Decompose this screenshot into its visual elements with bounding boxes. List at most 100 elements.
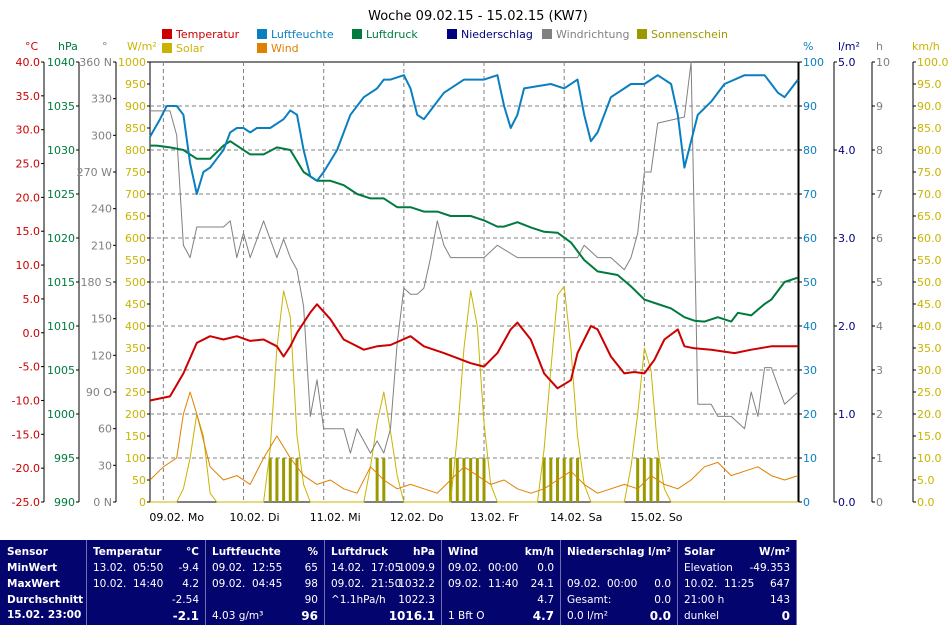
wind-row-0-cell: 09.02. xyxy=(448,562,482,574)
sonnenschein-bar-4 xyxy=(295,458,299,502)
axis-unit-6: h xyxy=(876,40,883,53)
axis-0-tick-1: 35.0 xyxy=(16,90,41,103)
sonnenschein-bar-19 xyxy=(636,458,640,502)
axis-4-tick-8: 20 xyxy=(803,408,817,421)
x-label-5: 14.02. Sa xyxy=(550,511,602,524)
axis-unit-0: °C xyxy=(25,40,39,53)
axis-5-tick-5: 0.0 xyxy=(838,496,856,509)
axis-unit-3: W/m² xyxy=(127,40,157,53)
hum-header-cell: % xyxy=(307,546,318,558)
axis-1-tick-10: 990 xyxy=(54,496,75,509)
legend-swatch-3 xyxy=(447,29,457,39)
axis-6-tick-10: 0 xyxy=(876,496,883,509)
axis-3-tick-14: 300 xyxy=(125,364,146,377)
chart-legend: Temperatur Luftfeuchte Luftdruck Niederschl… xyxy=(162,28,728,55)
sensor-footer: 15.02. 23:00 xyxy=(7,609,82,621)
solar-footer-value: 0 xyxy=(781,609,790,623)
axis-5-tick-3: 2.0 xyxy=(838,320,856,333)
press-row-1-cell: 09.02. xyxy=(331,578,365,590)
wind-footer-value: 4.7 xyxy=(532,609,554,623)
temp-row-0: 13.02. 05:50 -9.4 xyxy=(87,561,205,575)
axis-6-tick-7: 3 xyxy=(876,364,883,377)
axis-0-tick-7: 5.0 xyxy=(23,293,41,306)
legend-label-3: Niederschlag xyxy=(461,28,533,41)
temp-row-1-cell: 4.2 xyxy=(182,578,199,590)
axis-4-tick-5: 50 xyxy=(803,276,817,289)
axis-3-tick-11: 450 xyxy=(125,298,146,311)
press-row-2-cell: 1022.3 xyxy=(398,594,435,606)
axis-2-tick-1: 330 xyxy=(91,93,112,106)
legend-label-2: Luftdruck xyxy=(366,28,418,41)
wind-row-0-cell: 00:00 xyxy=(488,562,519,574)
press-row-0-cell: 1009.9 xyxy=(398,562,435,574)
axis-7-tick-0: 100.0 xyxy=(917,56,949,69)
axis-3-tick-10: 500 xyxy=(125,276,146,289)
axis-1-tick-9: 995 xyxy=(54,452,75,465)
axis-3-tick-8: 600 xyxy=(125,232,146,245)
axis-2-tick-8: 120 xyxy=(91,349,112,362)
axis-6-tick-4: 6 xyxy=(876,232,883,245)
axis-7-tick-20: 0.0 xyxy=(917,496,935,509)
axis-7-tick-9: 55.0 xyxy=(917,254,942,267)
axis-7-tick-19: 5.0 xyxy=(917,474,935,487)
axis-2-tick-0: 360 N xyxy=(79,56,112,69)
stats-rain: Niederschlag l/m² 09.02. 00:00 0.0 Gesamt: 0.0… xyxy=(561,540,678,625)
axis-4-tick-0: 100 xyxy=(803,56,824,69)
axis-3-tick-6: 700 xyxy=(125,188,146,201)
stats-sensor: Sensor MinWert MaxWert Durchschnitt 15.0… xyxy=(0,540,87,625)
axis-7-tick-3: 85.0 xyxy=(917,122,942,135)
rain-row-1-cell: 09.02. xyxy=(567,578,601,590)
axis-0-tick-6: 10.0 xyxy=(16,259,41,272)
sensor-minwert: MinWert xyxy=(7,562,58,574)
legend-swatch-7 xyxy=(257,43,267,53)
axis-6-tick-0: 10 xyxy=(876,56,890,69)
temp-row-0-cell: 05:50 xyxy=(133,562,164,574)
wind-row-1-cell: 24.1 xyxy=(530,578,554,590)
axis-0-tick-11: -15.0 xyxy=(12,428,40,441)
rain-row-2: Gesamt: 0.0 xyxy=(561,593,677,607)
press-row-1-cell: 21:50 xyxy=(371,578,402,590)
axis-3-tick-3: 850 xyxy=(125,122,146,135)
hum-row-1: 09.02. 04:45 98 xyxy=(206,577,324,591)
x-label-1: 10.02. Di xyxy=(230,511,280,524)
sonnenschein-bar-1 xyxy=(275,458,279,502)
solar-row-2-cell: 21:00 h xyxy=(684,594,725,606)
press-footer-value: 1016.1 xyxy=(388,609,435,623)
sensor-durchschnitt: Durchschnitt xyxy=(7,594,84,606)
axis-0-tick-12: -20.0 xyxy=(12,462,40,475)
series-luftfeuchte xyxy=(149,74,799,195)
axis-0-tick-3: 25.0 xyxy=(16,158,41,171)
axis-4-tick-3: 70 xyxy=(803,188,817,201)
rain-footer-left: 0.0 l/m² xyxy=(567,610,608,622)
axis-7-tick-5: 75.0 xyxy=(917,166,942,179)
solar-row-0-cell: Elevation xyxy=(684,562,733,574)
series-temperatur xyxy=(149,303,798,402)
sonnenschein-bar-2 xyxy=(282,458,286,502)
chart-axes: °C40.035.030.025.020.015.010.05.00.0-5.0… xyxy=(12,40,949,509)
axis-1-tick-8: 1000 xyxy=(47,408,75,421)
stats-wind: Wind km/h 09.02. 00:00 0.0 09.02. 11:40 24.1 4.7… xyxy=(442,540,561,625)
temp-row-2-cell: -2.54 xyxy=(171,594,199,606)
x-label-3: 12.02. Do xyxy=(390,511,444,524)
axis-3-tick-2: 900 xyxy=(125,100,146,113)
series-solar xyxy=(150,285,798,503)
x-axis-labels: 09.02. Mo 10.02. Di 11.02. Mi 12.02. Do 13.0… xyxy=(149,511,682,524)
axis-7-tick-12: 40.0 xyxy=(917,320,942,333)
sonnenschein-bar-21 xyxy=(649,458,653,502)
press-row-2: ^1.1hPa/h 1022.3 xyxy=(325,593,441,607)
wind-row-0: 09.02. 00:00 0.0 xyxy=(442,561,560,575)
x-label-2: 11.02. Mi xyxy=(310,511,361,524)
solar-footer: dunkel 0 xyxy=(678,609,796,624)
sonnenschein-bar-5 xyxy=(375,458,379,502)
hum-row-2: 90 xyxy=(206,593,324,607)
rain-row-2-cell: Gesamt: xyxy=(567,594,612,606)
rain-header-cell: l/m² xyxy=(648,546,671,558)
axis-3-tick-9: 550 xyxy=(125,254,146,267)
hum-row-1-cell: 98 xyxy=(304,578,318,590)
solar-header-cell: Solar xyxy=(684,546,715,558)
sonnenschein-bar-11 xyxy=(475,458,479,502)
temp-row-1: 10.02. 14:40 4.2 xyxy=(87,577,205,591)
axis-1-tick-1: 1035 xyxy=(47,100,75,113)
legend-swatch-6 xyxy=(162,43,172,53)
axis-2-tick-12: 0 N xyxy=(93,496,112,509)
